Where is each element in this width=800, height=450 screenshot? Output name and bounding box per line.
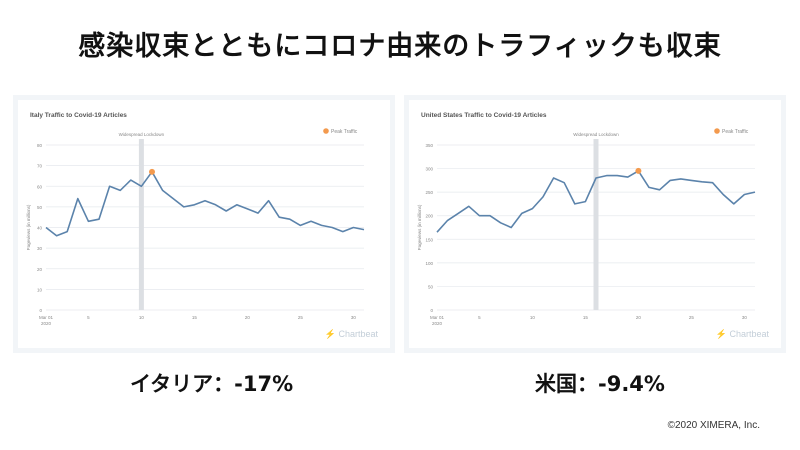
italy-peak-point [149,168,155,175]
italy-x-tick-label: 25 [298,315,304,320]
italy-legend-peak-marker [323,128,329,134]
us-x-tick-label: Mar 01 [430,315,445,320]
us-y-tick-label: 150 [425,237,433,242]
italy-y-tick-label: 70 [37,164,43,169]
italy-chart-panel: Italy Traffic to Covid-19 Articles 0 10 20… [13,95,395,353]
us-x-tick-label: 20 [636,315,642,320]
us-y-axis-label: Pageviews (in millions) [417,204,422,250]
us-x-tick-label: 30 [742,315,748,320]
italy-chart-title: Italy Traffic to Covid-19 Articles [30,112,127,119]
italy-y-tick-label: 40 [37,226,43,231]
us-y-tick-label: 100 [425,261,433,266]
us-y-tick-label: 250 [425,190,433,195]
italy-y-tick-label: 80 [37,143,43,148]
us-y-tick-label: 300 [425,167,433,172]
us-x-tick-label: 25 [689,315,695,320]
italy-chartbeat-brand: ⚡ Chartbeat [325,329,378,340]
us-legend-label: Peak Traffic [722,129,749,135]
italy-brand-label: Chartbeat [338,329,378,339]
italy-x-tick-label: 20 [245,315,251,320]
us-lockdown-band [593,139,599,310]
italy-x-tick-sublabel: 2020 [41,321,52,326]
italy-y-tick-label: 0 [39,308,42,313]
us-y-tick-label: 350 [425,143,433,148]
us-brand-label: Chartbeat [729,329,769,339]
italy-x-tick-label: 15 [192,315,198,320]
us-series-line [436,170,756,233]
italy-y-tick-label: 20 [37,267,43,272]
italy-x-tick-label: 5 [87,315,90,320]
italy-caption: イタリア：-17% [130,372,294,396]
italy-y-tick-label: 30 [37,246,43,251]
italy-x-tick-label: Mar 01 [39,315,54,320]
us-y-tick-label: 0 [430,308,433,313]
us-x-tick-label: 5 [478,315,481,320]
us-x-tick-label: 15 [583,315,589,320]
copyright: ©2020 XIMERA, Inc. [667,420,760,431]
us-x-tick-label: 10 [530,315,536,320]
us-chartbeat-brand: ⚡ Chartbeat [716,329,769,340]
us-chart-title: United States Traffic to Covid-19 Articl… [421,112,547,119]
italy-y-tick-label: 50 [37,205,43,210]
us-lockdown-annotation: Widespread Lockdown [573,132,619,137]
us-x-tick-sublabel: 2020 [432,321,443,326]
italy-x-tick-label: 10 [139,315,145,320]
us-y-tick-label: 50 [428,284,434,289]
us-y-tick-label: 200 [425,214,433,219]
italy-y-axis-label: Pageviews (in millions) [26,204,31,250]
us-peak-point [635,167,642,174]
us-chart-card: United States Traffic to Covid-19 Articl… [409,100,781,348]
us-legend-peak-marker [714,128,720,134]
us-line-chart: 0 50 100 150 200 250 300 350 Mar 01 5 10 15 20 25 30 20… [417,128,756,326]
us-chart-panel: United States Traffic to Covid-19 Articl… [404,95,786,353]
italy-y-tick-label: 60 [37,184,43,189]
italy-lockdown-band [138,139,144,310]
italy-line-chart: 0 10 20 30 40 50 60 70 80 Mar 01 5 10 15 20 25 30 2020 Pa… [26,128,365,326]
slide-title: 感染収束とともにコロナ由来のトラフィックも収束 [78,31,722,62]
us-caption: 米国：-9.4% [535,372,665,396]
italy-y-tick-label: 10 [37,287,43,292]
chartbeat-logo-icon: ⚡ [715,329,727,339]
chartbeat-logo-icon: ⚡ [324,329,336,339]
italy-series-line [45,171,365,237]
italy-lockdown-annotation: Widespread Lockdown [119,132,165,137]
italy-x-tick-label: 30 [351,315,357,320]
italy-chart-card: Italy Traffic to Covid-19 Articles 0 10 20… [18,100,390,348]
italy-legend-label: Peak Traffic [331,129,358,135]
